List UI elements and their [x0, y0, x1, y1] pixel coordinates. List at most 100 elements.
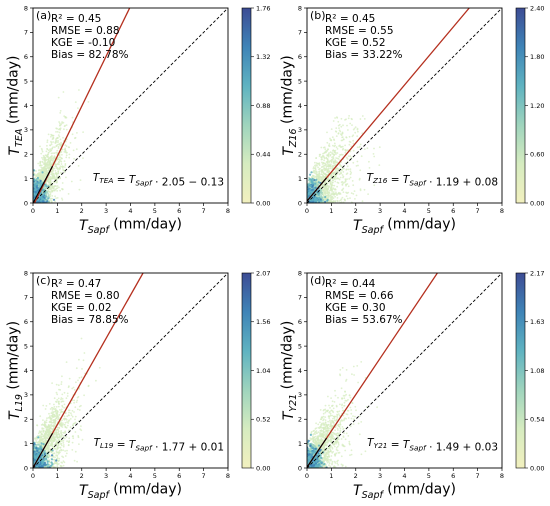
data-point — [46, 430, 49, 433]
data-point — [333, 139, 336, 142]
data-point — [336, 117, 339, 119]
data-point — [59, 138, 62, 141]
data-point — [318, 164, 321, 167]
data-point — [350, 192, 353, 195]
data-point — [331, 150, 334, 152]
data-point — [75, 401, 78, 403]
data-point — [55, 197, 57, 200]
data-point — [33, 437, 36, 440]
data-point — [356, 160, 359, 163]
data-point — [44, 450, 47, 452]
data-point — [50, 197, 53, 200]
data-point — [62, 444, 65, 446]
x-tick-label: 6 — [177, 207, 181, 215]
data-point — [64, 166, 66, 169]
data-point — [78, 89, 80, 91]
stat-line: RMSE = 0.88 — [51, 25, 120, 37]
data-point — [309, 199, 312, 202]
data-point — [65, 176, 67, 179]
data-point — [52, 446, 55, 449]
data-point — [38, 169, 40, 172]
data-point — [68, 414, 70, 417]
data-point — [55, 145, 58, 148]
data-point — [61, 404, 64, 407]
data-point — [372, 153, 375, 155]
data-point — [58, 388, 60, 391]
data-point — [330, 163, 332, 166]
data-point — [352, 149, 355, 152]
colorbar-tick-label: 2.40 — [530, 4, 544, 12]
data-point — [60, 439, 63, 442]
data-point — [59, 110, 62, 112]
data-point — [50, 142, 53, 144]
data-point — [33, 459, 36, 462]
data-point — [326, 197, 329, 200]
data-point — [332, 187, 335, 190]
data-point — [333, 184, 336, 187]
data-point — [310, 191, 313, 194]
data-point — [354, 198, 356, 200]
data-point — [46, 417, 48, 420]
data-point — [47, 190, 50, 193]
data-point — [332, 120, 335, 122]
y-tick-label: 8 — [24, 4, 28, 12]
data-point — [52, 169, 54, 172]
data-point — [48, 163, 51, 165]
data-point — [56, 185, 59, 187]
data-point — [318, 174, 320, 177]
fit-equation: TZ16 = TSapf · 1.19 + 0.08 — [367, 172, 498, 188]
data-point — [68, 441, 70, 443]
data-point — [346, 197, 349, 200]
data-point — [80, 337, 83, 340]
data-point — [317, 166, 319, 169]
data-point — [52, 180, 55, 183]
data-point — [41, 427, 44, 429]
data-point — [61, 398, 64, 400]
data-point — [57, 168, 59, 171]
data-point — [346, 158, 349, 160]
data-point — [36, 438, 38, 440]
data-point — [49, 417, 52, 420]
data-point — [334, 200, 337, 202]
data-point — [50, 135, 52, 138]
data-point — [325, 165, 328, 168]
data-point — [42, 419, 44, 421]
data-point — [78, 188, 81, 191]
data-point — [77, 165, 80, 167]
data-point — [35, 463, 38, 466]
data-point — [55, 435, 57, 438]
data-point — [50, 187, 52, 190]
data-point — [50, 412, 53, 414]
data-point — [326, 199, 329, 202]
data-point — [346, 172, 349, 175]
data-point — [60, 398, 62, 401]
data-point — [72, 435, 74, 437]
colorbar-tick-label: 1.76 — [256, 4, 270, 12]
data-point — [53, 426, 55, 429]
data-point — [56, 181, 58, 184]
data-point — [331, 156, 333, 159]
data-point — [54, 142, 57, 145]
data-point — [49, 408, 52, 410]
data-point — [39, 176, 42, 179]
data-point — [53, 185, 55, 188]
data-point — [65, 156, 68, 159]
data-point — [52, 198, 56, 201]
data-point — [52, 137, 55, 139]
data-point — [50, 461, 53, 464]
data-point — [58, 436, 61, 439]
data-point — [56, 411, 59, 413]
x-tick-label: 0 — [31, 472, 35, 480]
panel-label: (a) — [36, 9, 51, 22]
data-point — [324, 148, 327, 151]
data-point — [334, 170, 337, 172]
data-point — [36, 424, 38, 426]
data-point — [48, 187, 50, 190]
data-point — [352, 184, 355, 187]
data-point — [46, 139, 49, 142]
data-point — [342, 171, 345, 173]
x-tick-label: 7 — [202, 207, 206, 215]
one-to-one-line — [307, 8, 502, 203]
data-point — [342, 124, 344, 127]
data-point — [73, 422, 76, 425]
